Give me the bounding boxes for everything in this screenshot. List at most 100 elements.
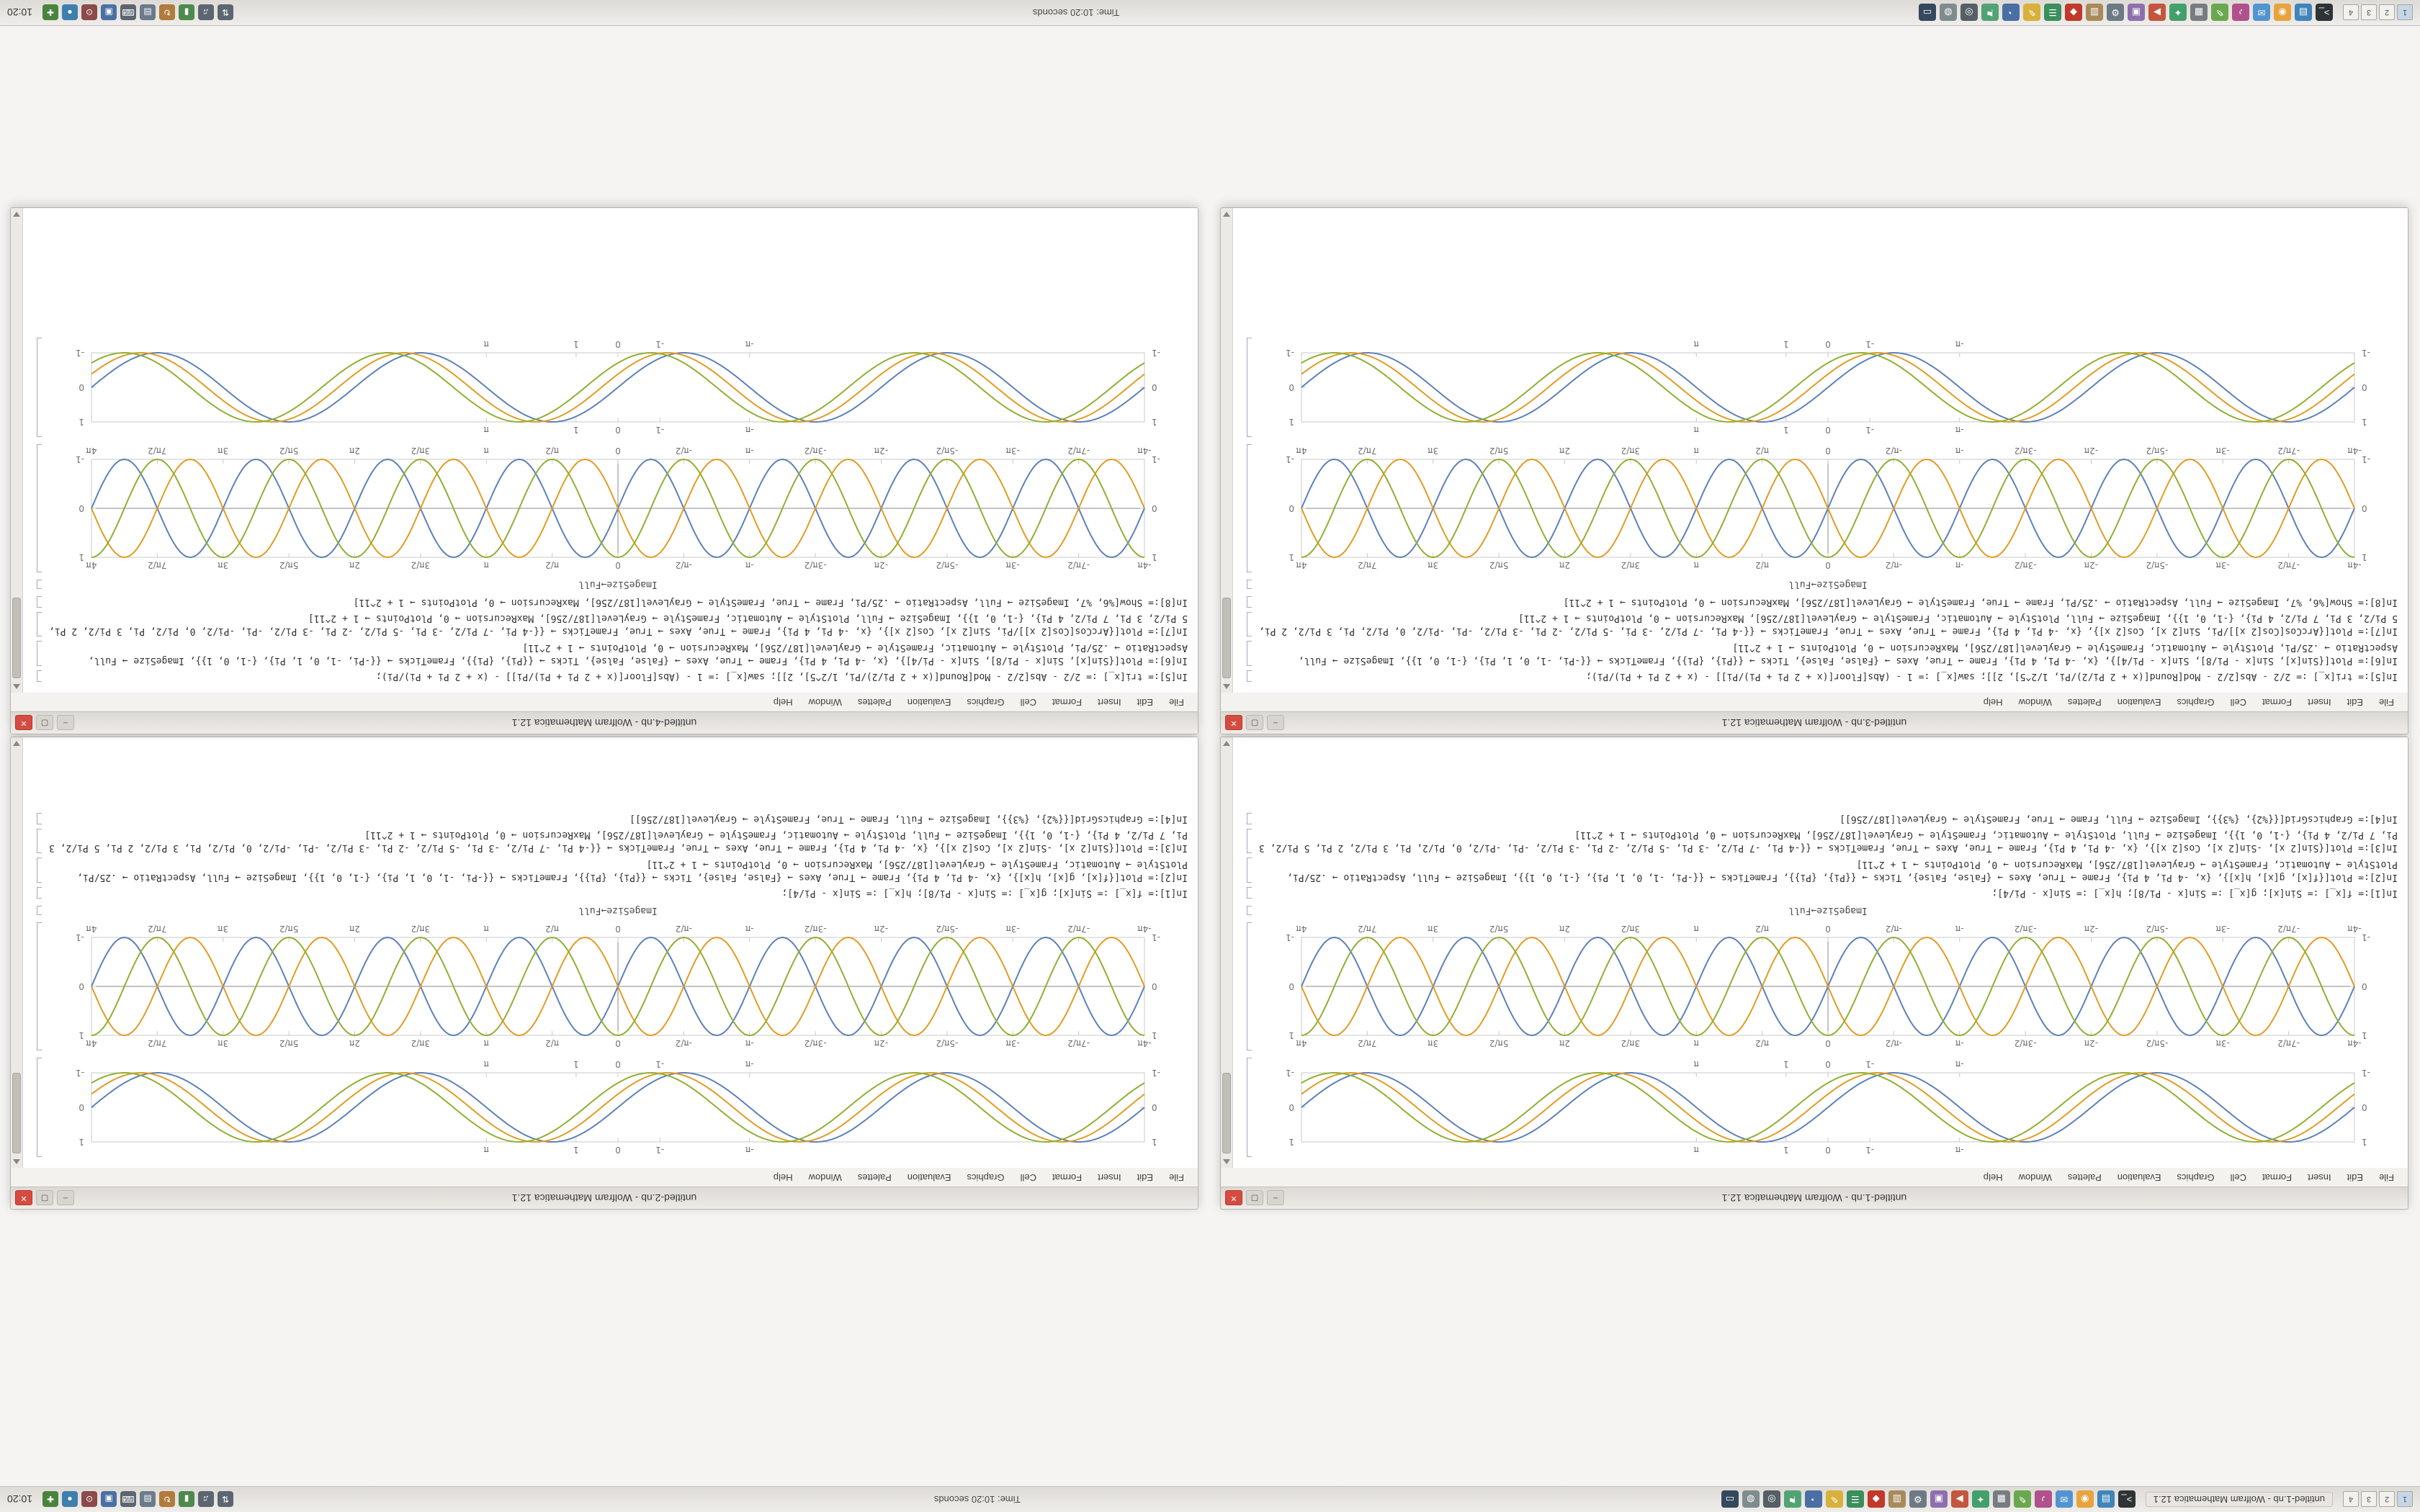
scrollbar-thumb[interactable] (1222, 598, 1231, 678)
app-icon[interactable]: ◍ (1940, 4, 1957, 22)
workspace-button[interactable]: 3 (2361, 4, 2377, 21)
cell-bracket-icon[interactable] (1247, 858, 1252, 883)
cell-bracket-icon[interactable] (1247, 670, 1252, 682)
tray-icon[interactable]: ✚ (42, 4, 59, 21)
app-icon[interactable]: ✉ (2055, 1490, 2073, 1508)
app-icon[interactable]: ▭ (1721, 1490, 1739, 1508)
cell-bracket-icon[interactable] (1247, 812, 1252, 825)
code-cell[interactable]: In[4]:= GraphicsGrid[{{%2}, {%3}}, Image… (1244, 812, 2398, 825)
code-cell[interactable]: In[3]:= Plot[{Sin[2 x], -Sin[2 x], Cos[2… (1244, 828, 2398, 854)
menu-item[interactable]: Graphics (2177, 697, 2215, 708)
tray-icon[interactable]: ▤ (140, 1491, 156, 1508)
caption-cell[interactable]: ImageSize→Full (1244, 579, 2398, 590)
app-icon[interactable]: ▤ (2097, 1490, 2115, 1508)
menu-item[interactable]: Cell (2230, 1172, 2246, 1183)
maximize-button[interactable]: ▢ (36, 715, 53, 730)
tray-icon[interactable]: ♫ (198, 4, 215, 21)
menu-item[interactable]: Format (1052, 1172, 1083, 1183)
menu-item[interactable]: Window (808, 697, 842, 708)
scrollbar-thumb[interactable] (12, 1073, 21, 1153)
minimize-button[interactable]: – (1267, 715, 1284, 730)
workspace-button[interactable]: 2 (2379, 4, 2395, 21)
cell-bracket-icon[interactable] (37, 829, 42, 854)
workspace-button[interactable]: 1 (2397, 4, 2413, 21)
cell-bracket-icon[interactable] (1247, 579, 1252, 589)
code-text[interactable]: In[5]:= tri[x_] := 2/2 - Abs[2/2 - Mod[R… (1585, 671, 2398, 682)
minimize-button[interactable]: – (57, 715, 74, 730)
code-cell[interactable]: In[6]:= Plot[{Sin[x], Sin[x - Pi/8], Sin… (1244, 640, 2398, 666)
cell-bracket-icon[interactable] (37, 812, 42, 825)
tray-icon[interactable]: ▣ (101, 1491, 117, 1508)
app-icon[interactable]: ☰ (2044, 4, 2061, 22)
titlebar[interactable]: untitled-2.nb - Wolfram Mathematica 12.1… (11, 1187, 1198, 1209)
maximize-button[interactable]: ▢ (1246, 1190, 1263, 1205)
close-button[interactable]: ✕ (1225, 1190, 1242, 1205)
app-icon[interactable]: ◆ (2065, 4, 2082, 22)
app-icon[interactable]: ◍ (1742, 1490, 1760, 1508)
menu-item[interactable]: Window (2018, 697, 2052, 708)
code-text[interactable]: In[1]:= f[x_] := Sin[x]; g[x_] := Sin[x … (1991, 888, 2398, 899)
notebook-content[interactable]: In[5]:= tri[x_] := 2/2 - Abs[2/2 - Mod[R… (22, 208, 1198, 693)
menu-item[interactable]: Format (2262, 697, 2293, 708)
clock[interactable]: 10:20 (7, 1493, 33, 1506)
app-icon[interactable]: >_ (2316, 4, 2333, 22)
tray-icon[interactable]: ♫ (198, 1491, 215, 1508)
menu-item[interactable]: Insert (1098, 697, 1121, 708)
menu-item[interactable]: Edit (2347, 697, 2364, 708)
tray-icon[interactable]: ⌨ (120, 4, 137, 21)
notebook-window-top-left[interactable]: untitled-1.nb - Wolfram Mathematica 12.1… (1220, 737, 2408, 1210)
scroll-up-arrow-icon[interactable] (13, 1159, 20, 1164)
scroll-up-arrow-icon[interactable] (1223, 1159, 1230, 1164)
notebook-content[interactable]: -π -π -1 -1 0 0 1 1 π π -1 -1 0 0 1 1 -4π -4π -7π/2 -7π/2-… (1232, 737, 2408, 1168)
app-icon[interactable]: ▶ (2148, 4, 2166, 22)
cell-bracket-icon[interactable] (37, 337, 42, 437)
close-button[interactable]: ✕ (15, 715, 32, 730)
tray-icon[interactable]: ⇅ (218, 4, 234, 21)
code-cell[interactable]: In[7]:= Plot[{ArcCos[Cos[2 x]]/Pi, Sin[2… (34, 611, 1188, 637)
code-cell[interactable]: In[1]:= f[x_] := Sin[x]; g[x_] := Sin[x … (1244, 886, 2398, 899)
cell-bracket-icon[interactable] (37, 858, 42, 883)
scrollbar[interactable] (1221, 737, 1233, 1168)
menu-item[interactable]: Insert (2308, 1172, 2331, 1183)
menu-item[interactable]: Insert (2308, 697, 2331, 708)
cell-bracket-icon[interactable] (1247, 641, 1252, 666)
code-text[interactable]: In[4]:= GraphicsGrid[{{%2}, {%3}}, Image… (629, 814, 1188, 825)
cell-bracket-icon[interactable] (1247, 886, 1252, 899)
tray-icon[interactable]: ● (62, 4, 79, 21)
workspace-button[interactable]: 3 (2361, 1491, 2377, 1508)
code-cell[interactable]: In[1]:= f[x_] := Sin[x]; g[x_] := Sin[x … (34, 886, 1188, 899)
app-icon[interactable]: ◔ (1804, 1490, 1822, 1508)
tray-icon[interactable]: ▤ (140, 4, 156, 21)
menu-item[interactable]: Evaluation (907, 1172, 951, 1183)
cell-bracket-icon[interactable] (1247, 612, 1252, 637)
app-icon[interactable]: ◉ (2274, 4, 2291, 22)
code-text[interactable]: In[2]:= Plot[{f[x], g[x], h[x]}, {x, -4 … (1287, 858, 2398, 883)
cell-bracket-icon[interactable] (37, 906, 42, 915)
menu-item[interactable]: Graphics (967, 1172, 1005, 1183)
menu-item[interactable]: Window (2018, 1172, 2052, 1183)
app-icon[interactable]: >_ (2118, 1490, 2136, 1508)
workspace-button[interactable]: 1 (2397, 1491, 2413, 1508)
menu-item[interactable]: File (1169, 697, 1184, 708)
tray-icon[interactable]: ⊙ (81, 1491, 98, 1508)
code-cell[interactable]: In[6]:= Plot[{Sin[x], Sin[x - Pi/8], Sin… (34, 640, 1188, 666)
menu-item[interactable]: Palettes (857, 1172, 892, 1183)
app-icon[interactable]: ✎ (1825, 1490, 1843, 1508)
tray-icon[interactable]: ✚ (42, 1491, 59, 1508)
menu-item[interactable]: Graphics (967, 697, 1005, 708)
menu-item[interactable]: Help (773, 697, 793, 708)
app-icon[interactable]: ◎ (1762, 1490, 1780, 1508)
clock[interactable]: 10:20 (7, 6, 33, 19)
code-text[interactable]: In[7]:= Plot[{ArcCos[Cos[2 x]]/Pi, Sin[2… (1259, 613, 2398, 637)
code-cell[interactable]: In[5]:= tri[x_] := 2/2 - Abs[2/2 - Mod[R… (1244, 670, 2398, 683)
code-cell[interactable]: In[8]:= Show[%6, %7, ImageSize → Full, A… (1244, 595, 2398, 608)
scroll-down-arrow-icon[interactable] (13, 212, 20, 217)
app-icon[interactable]: ♪ (2232, 4, 2249, 22)
tray-icon[interactable]: ● (62, 1491, 79, 1508)
cell-bracket-icon[interactable] (37, 670, 42, 682)
app-icon[interactable]: ▣ (2128, 4, 2145, 22)
code-cell[interactable]: In[4]:= GraphicsGrid[{{%2}, {%3}}, Image… (34, 812, 1188, 825)
tray-icon[interactable]: ▣ (101, 4, 117, 21)
tray-icon[interactable]: ▮ (179, 4, 195, 21)
cell-bracket-icon[interactable] (37, 641, 42, 666)
